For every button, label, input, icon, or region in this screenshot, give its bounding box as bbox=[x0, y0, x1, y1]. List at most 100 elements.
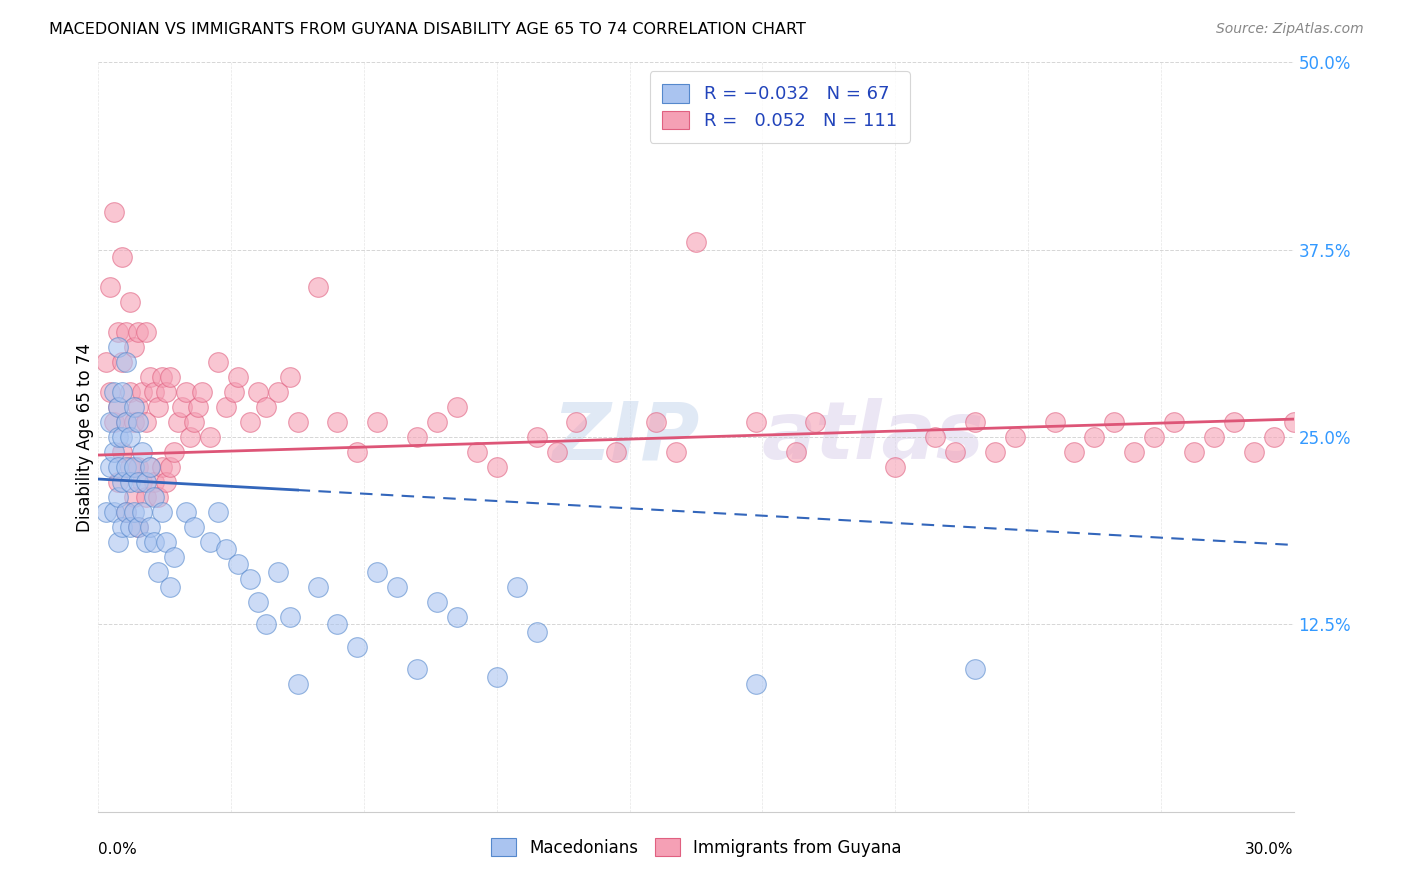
Point bbox=[124, 340, 146, 354]
Text: atlas: atlas bbox=[762, 398, 984, 476]
Point bbox=[207, 505, 229, 519]
Point bbox=[135, 415, 157, 429]
Point bbox=[135, 535, 157, 549]
Point bbox=[446, 610, 468, 624]
Point bbox=[127, 415, 149, 429]
Point bbox=[120, 295, 142, 310]
Point bbox=[1083, 430, 1105, 444]
Point bbox=[984, 445, 1007, 459]
Point bbox=[307, 280, 329, 294]
Point bbox=[426, 415, 449, 429]
Point bbox=[745, 677, 768, 691]
Point bbox=[163, 549, 186, 564]
Point bbox=[143, 385, 166, 400]
Point bbox=[226, 370, 249, 384]
Text: ZIP: ZIP bbox=[553, 398, 700, 476]
Point bbox=[207, 355, 229, 369]
Point bbox=[385, 580, 409, 594]
Point bbox=[506, 580, 529, 594]
Point bbox=[884, 460, 907, 475]
Point bbox=[111, 250, 134, 264]
Point bbox=[485, 460, 508, 475]
Point bbox=[103, 205, 125, 219]
Point bbox=[148, 565, 170, 579]
Point bbox=[107, 400, 129, 414]
Point bbox=[135, 490, 157, 504]
Point bbox=[131, 475, 153, 489]
Text: 30.0%: 30.0% bbox=[1246, 842, 1294, 856]
Point bbox=[1382, 430, 1405, 444]
Point bbox=[159, 370, 181, 384]
Point bbox=[111, 520, 134, 534]
Point bbox=[565, 415, 588, 429]
Point bbox=[115, 505, 138, 519]
Text: 0.0%: 0.0% bbox=[98, 842, 138, 856]
Point bbox=[645, 415, 668, 429]
Point bbox=[124, 400, 146, 414]
Point bbox=[167, 415, 190, 429]
Point bbox=[148, 490, 170, 504]
Point bbox=[526, 624, 548, 639]
Point bbox=[254, 400, 277, 414]
Point bbox=[183, 415, 205, 429]
Point bbox=[226, 558, 249, 572]
Point bbox=[150, 370, 173, 384]
Point bbox=[139, 370, 162, 384]
Point bbox=[1302, 445, 1324, 459]
Point bbox=[115, 325, 138, 339]
Point bbox=[215, 400, 238, 414]
Point bbox=[115, 415, 138, 429]
Point bbox=[111, 385, 134, 400]
Point bbox=[1163, 415, 1185, 429]
Point bbox=[546, 445, 568, 459]
Point bbox=[127, 520, 149, 534]
Point bbox=[366, 565, 388, 579]
Point bbox=[124, 505, 146, 519]
Point bbox=[107, 340, 129, 354]
Point bbox=[103, 445, 125, 459]
Point bbox=[159, 580, 181, 594]
Point bbox=[127, 520, 149, 534]
Point bbox=[179, 430, 201, 444]
Point bbox=[254, 617, 277, 632]
Point bbox=[103, 385, 125, 400]
Point bbox=[115, 415, 138, 429]
Point bbox=[963, 662, 986, 676]
Point bbox=[103, 415, 125, 429]
Point bbox=[124, 490, 146, 504]
Point bbox=[155, 535, 177, 549]
Point bbox=[139, 460, 162, 475]
Point bbox=[198, 430, 221, 444]
Point bbox=[107, 460, 129, 475]
Point bbox=[1182, 445, 1205, 459]
Point bbox=[446, 400, 468, 414]
Point bbox=[107, 490, 129, 504]
Point bbox=[139, 520, 162, 534]
Point bbox=[963, 415, 986, 429]
Point bbox=[155, 475, 177, 489]
Point bbox=[124, 460, 146, 475]
Point bbox=[406, 430, 429, 444]
Point bbox=[124, 415, 146, 429]
Point bbox=[127, 325, 149, 339]
Point bbox=[150, 505, 173, 519]
Point bbox=[98, 460, 122, 475]
Point bbox=[115, 460, 138, 475]
Point bbox=[239, 573, 262, 587]
Point bbox=[120, 520, 142, 534]
Point bbox=[111, 355, 134, 369]
Point bbox=[135, 475, 157, 489]
Point bbox=[135, 325, 157, 339]
Point bbox=[96, 355, 118, 369]
Point bbox=[98, 415, 122, 429]
Point bbox=[278, 370, 301, 384]
Point bbox=[103, 505, 125, 519]
Point bbox=[1223, 415, 1246, 429]
Point bbox=[111, 475, 134, 489]
Point bbox=[246, 595, 269, 609]
Y-axis label: Disability Age 65 to 74: Disability Age 65 to 74 bbox=[76, 343, 94, 532]
Point bbox=[1202, 430, 1225, 444]
Point bbox=[111, 430, 134, 444]
Point bbox=[120, 460, 142, 475]
Point bbox=[665, 445, 688, 459]
